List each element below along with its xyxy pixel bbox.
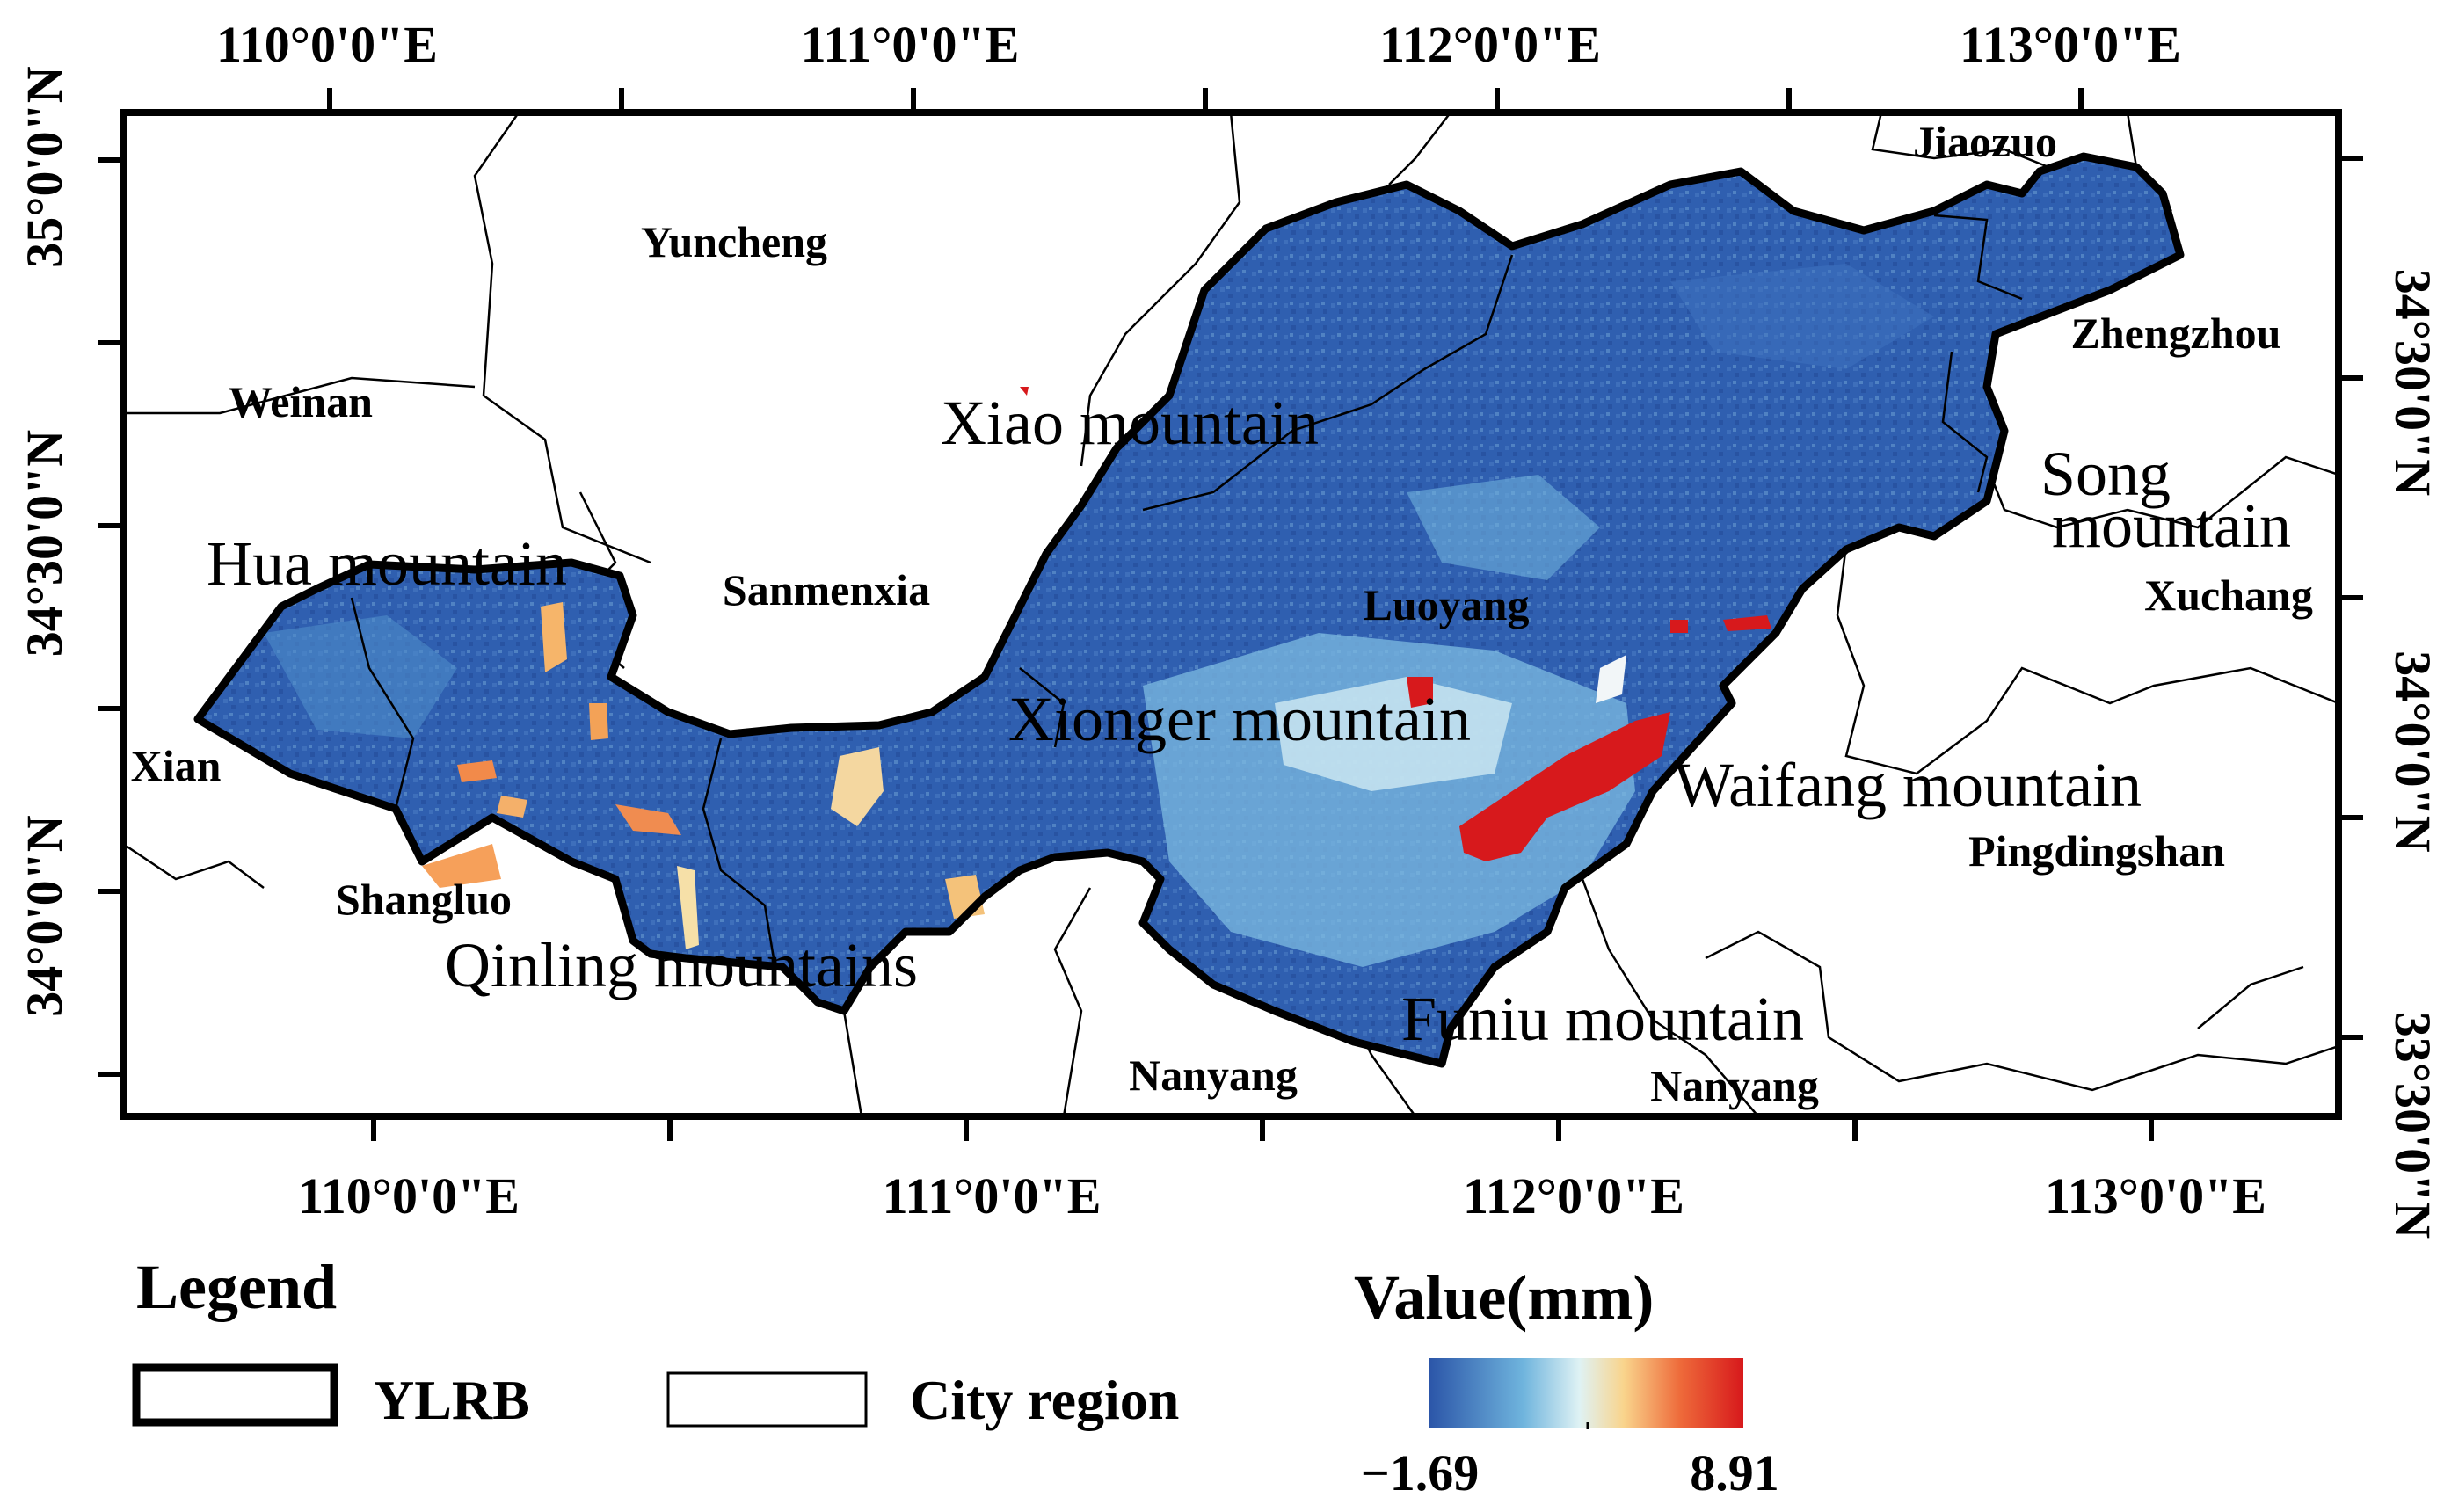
right-lat-label: 34°0'0"N [2384, 651, 2441, 853]
legend-city-region-swatch [666, 1371, 868, 1428]
mountain-label-song-2: mountain [2052, 491, 2291, 561]
top-lon-label: 112°0'0"E [1379, 16, 1601, 73]
legend: Legend YLRB City region Value(mm) −1.69 … [132, 1252, 1779, 1501]
bottom-lon-labels: 110°0'0"E 111°0'0"E 112°0'0"E 113°0'0"E [298, 1167, 2266, 1225]
value-legend-max: 8.91 [1690, 1444, 1779, 1501]
legend-city-region-label: City region [910, 1369, 1179, 1431]
city-label-jiaozuo: Jiaozuo [1913, 117, 2057, 166]
value-legend-title: Value(mm) [1354, 1262, 1654, 1333]
mountain-labels: Xiao mountain Hua mountain Xionger mount… [207, 388, 2291, 1054]
bottom-lon-label: 112°0'0"E [1463, 1167, 1684, 1225]
top-lon-label: 111°0'0"E [801, 16, 1020, 73]
mountain-label-hua: Hua mountain [207, 528, 567, 599]
legend-title: Legend [136, 1252, 337, 1322]
left-lat-label: 34°30'0"N [16, 430, 73, 658]
mountain-label-xiao: Xiao mountain [941, 388, 1319, 458]
top-lon-label: 113°0'0"E [1960, 16, 2181, 73]
bottom-lon-label: 113°0'0"E [2045, 1167, 2266, 1225]
left-lat-label: 34°0'0"N [16, 815, 73, 1017]
city-label-xuchang: Xuchang [2144, 571, 2313, 620]
city-label-luoyang: Luoyang [1364, 580, 1530, 629]
ylrb-raster [198, 156, 2180, 1064]
city-label-nanyang-east: Nanyang [1650, 1061, 1819, 1110]
mountain-label-xionger: Xionger mountain [1008, 684, 1471, 754]
value-colorbar [1429, 1358, 1743, 1428]
city-label-xian: Xian [131, 741, 222, 790]
city-label-shangluo: Shangluo [336, 875, 512, 924]
left-lat-label: 35°0'0"N [16, 66, 73, 268]
mountain-label-song: Song [2040, 439, 2171, 509]
top-lon-label: 110°0'0"E [216, 16, 438, 73]
city-label-yuncheng: Yuncheng [641, 217, 827, 266]
mountain-label-qinling: Qinling mountains [445, 930, 918, 1000]
frame-ticks [98, 88, 2363, 1141]
right-lat-label: 33°30'0"N [2384, 1012, 2441, 1239]
left-lat-labels: 35°0'0"N 34°30'0"N 34°0'0"N [16, 66, 73, 1017]
right-lat-labels: 34°30'0"N 34°0'0"N 33°30'0"N [2384, 269, 2441, 1239]
top-lon-labels: 110°0'0"E 111°0'0"E 112°0'0"E 113°0'0"E [216, 16, 2181, 73]
bottom-lon-label: 111°0'0"E [883, 1167, 1102, 1225]
legend-ylrb-swatch [132, 1363, 338, 1427]
value-legend-min: −1.69 [1361, 1444, 1480, 1501]
mountain-label-waifang: Waifang mountain [1674, 750, 2142, 820]
right-lat-label: 34°30'0"N [2384, 269, 2441, 497]
mountain-label-funiu: Funiu mountain [1401, 984, 1804, 1054]
city-labels: Yuncheng Weinan Sanmenxia Luoyang Jiaozu… [131, 117, 2313, 1110]
city-label-sanmenxia: Sanmenxia [723, 565, 930, 614]
city-label-weinan: Weinan [229, 377, 373, 426]
city-label-zhengzhou: Zhengzhou [2071, 309, 2281, 358]
bottom-lon-label: 110°0'0"E [298, 1167, 520, 1225]
ylrb-boundary [193, 152, 2185, 1068]
city-label-pingdingshan: Pingdingshan [1968, 826, 2225, 876]
legend-ylrb-label: YLRB [374, 1369, 530, 1431]
city-label-nanyang-west: Nanyang [1129, 1050, 1298, 1100]
